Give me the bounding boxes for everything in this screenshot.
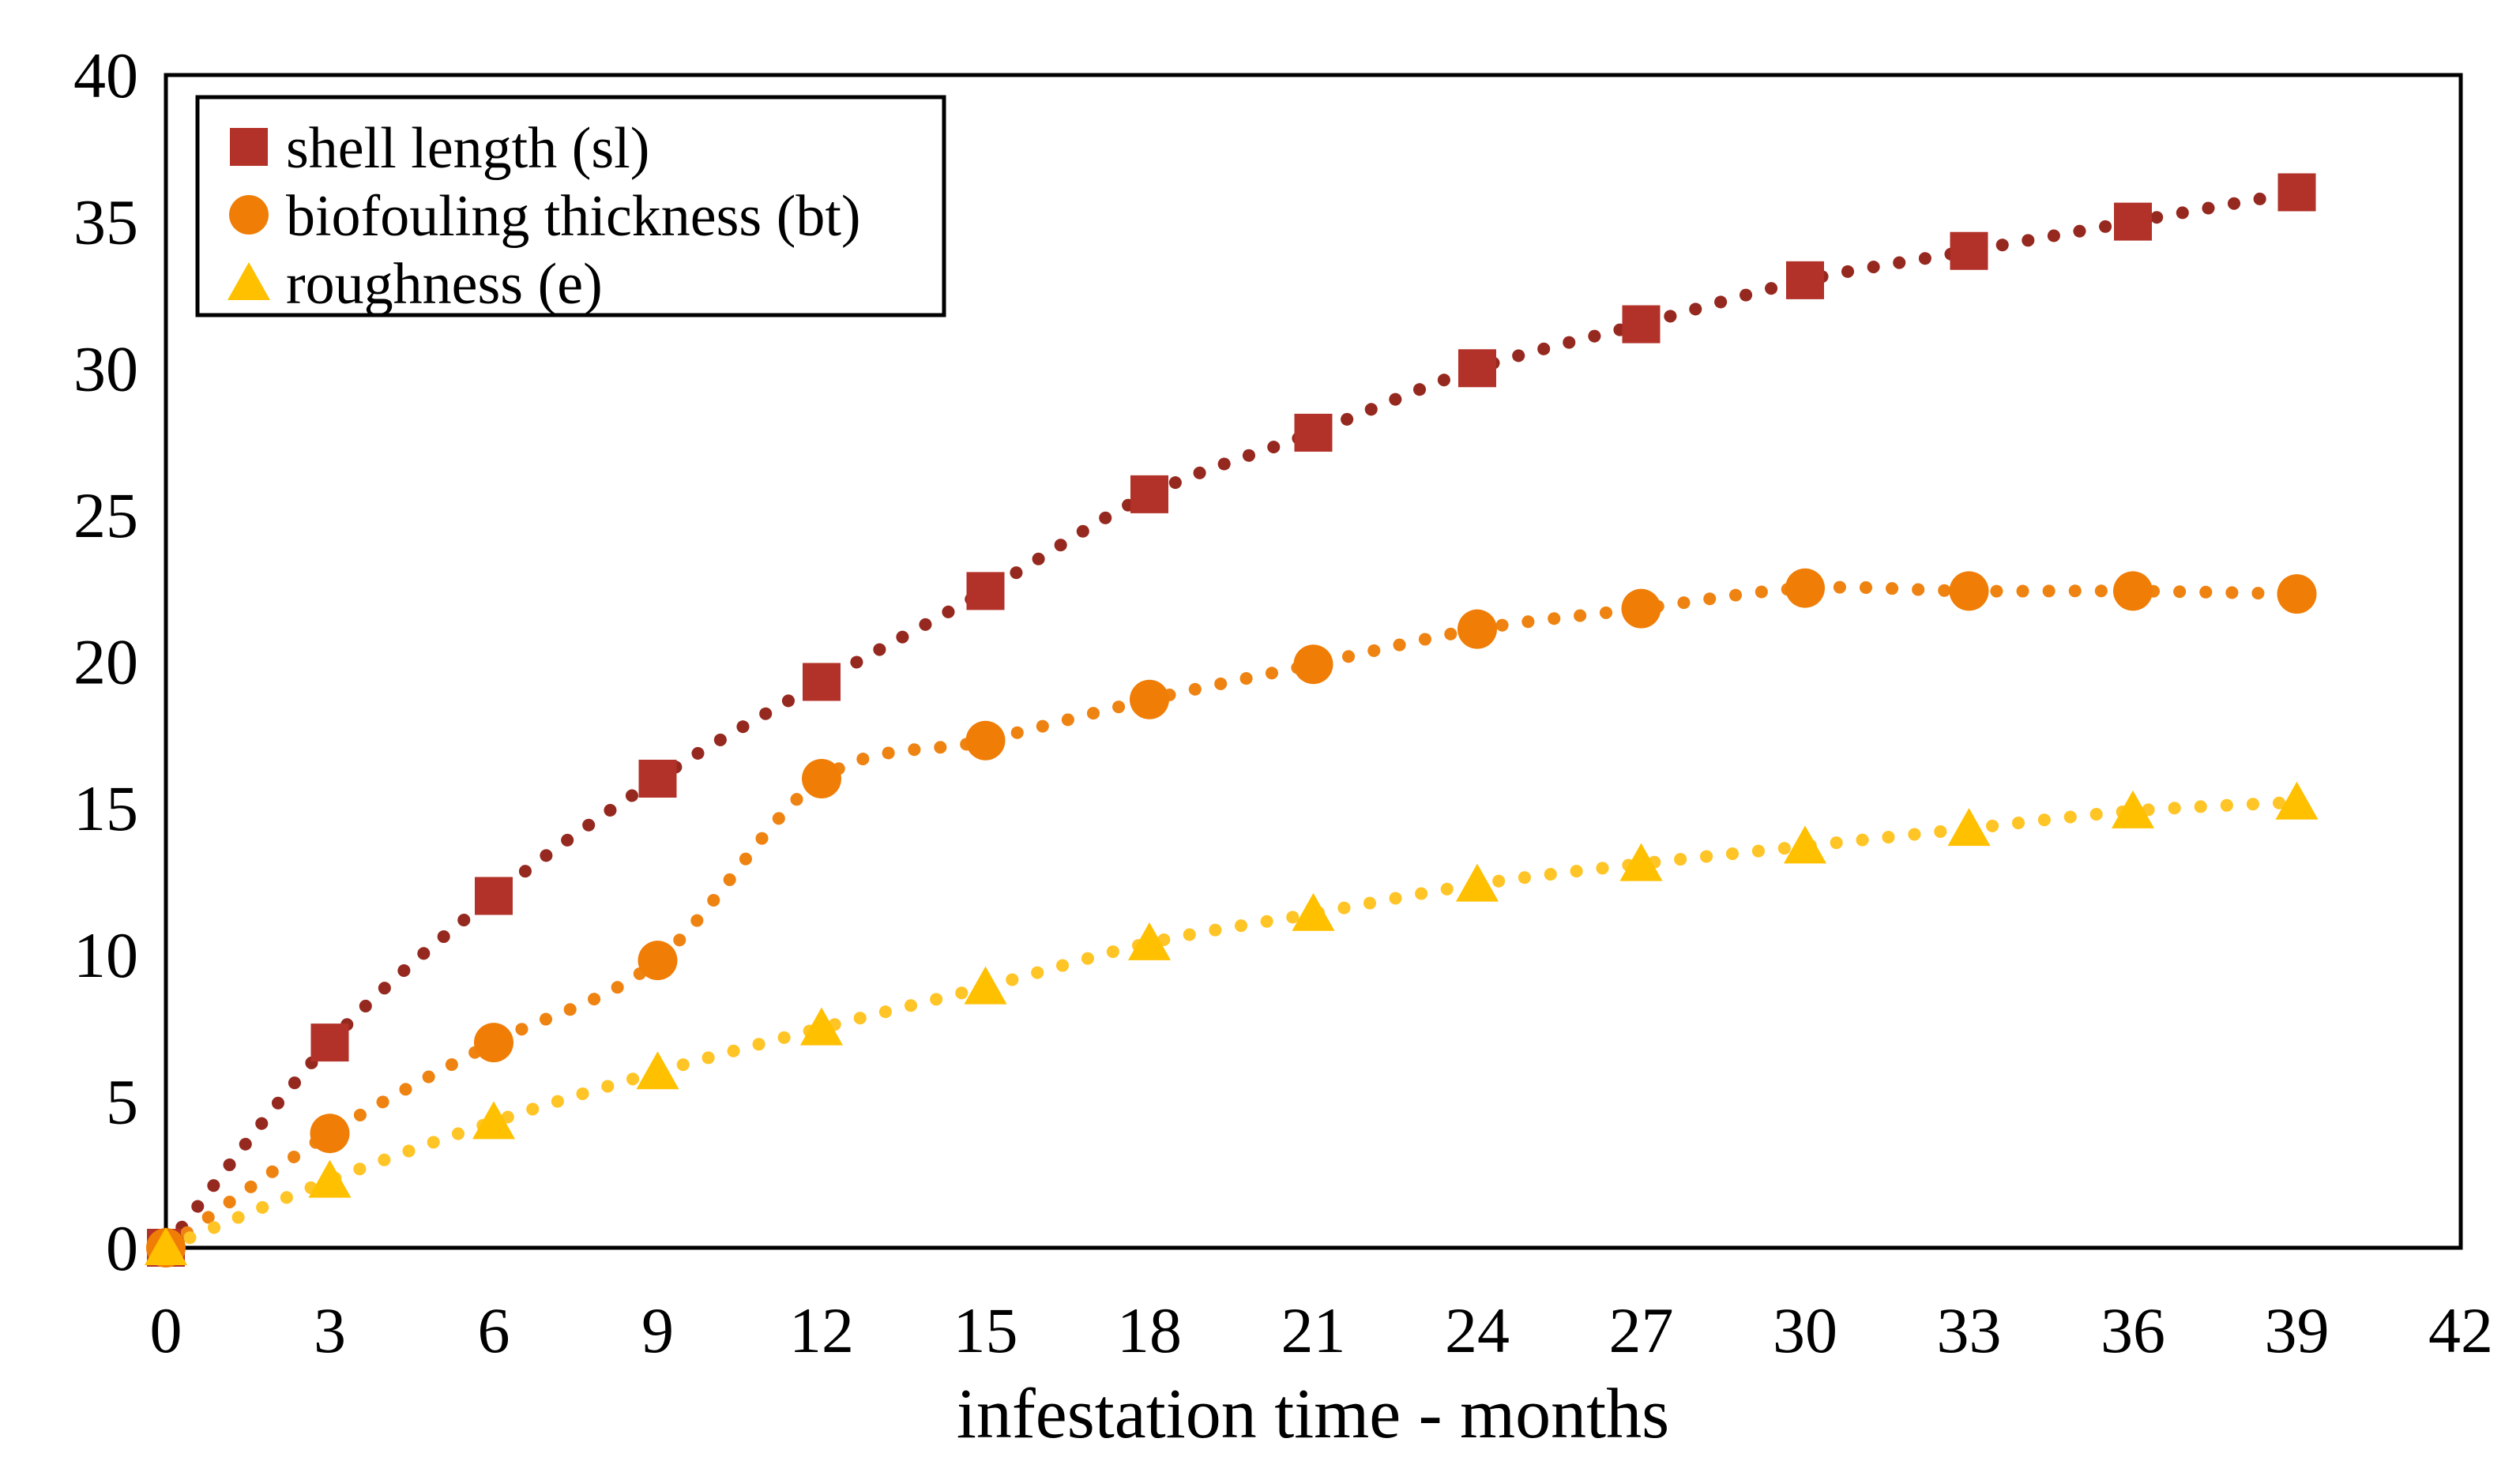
x-tick-label: 21 xyxy=(1281,1294,1346,1366)
data-point-square xyxy=(1622,305,1661,344)
data-point-circle xyxy=(1457,609,1497,649)
y-tick-label: 10 xyxy=(73,919,138,991)
data-point-triangle xyxy=(1784,825,1826,864)
data-point-triangle xyxy=(145,1227,187,1265)
data-point-circle xyxy=(1621,588,1661,629)
legend-item-label: roughness (e) xyxy=(286,252,603,317)
y-tick-label: 25 xyxy=(73,479,138,551)
data-point-square xyxy=(310,1023,349,1062)
legend-box xyxy=(195,95,946,317)
legend-marker-triangle xyxy=(228,262,270,300)
data-point-square xyxy=(966,572,1005,610)
data-point-triangle xyxy=(1619,843,1663,881)
data-point-square xyxy=(2114,202,2152,241)
legend-item: biofouling thickness (bt) xyxy=(229,184,861,249)
x-tick-label: 0 xyxy=(150,1294,182,1366)
trendline-circle xyxy=(160,580,2304,1254)
data-point-triangle xyxy=(2275,781,2319,820)
data-point-square xyxy=(1786,261,1824,299)
x-tick-label: 24 xyxy=(1445,1294,1510,1366)
data-point-triangle xyxy=(2112,790,2154,828)
data-point-triangle xyxy=(800,1007,843,1046)
data-point-circle xyxy=(965,720,1006,761)
legend-item-label: shell length (sl) xyxy=(286,116,649,181)
x-tick-label: 9 xyxy=(641,1294,674,1366)
series-square xyxy=(147,173,2316,1267)
x-tick-label: 3 xyxy=(314,1294,346,1366)
y-tick-label: 20 xyxy=(73,626,138,698)
data-point-triangle xyxy=(964,966,1007,1005)
data-point-circle xyxy=(802,759,841,798)
data-series xyxy=(145,173,2319,1268)
x-tick-label: 18 xyxy=(1117,1294,1182,1366)
data-point-triangle xyxy=(1292,892,1335,931)
data-point-square xyxy=(1950,231,1988,270)
data-point-triangle xyxy=(1128,922,1171,960)
data-point-triangle xyxy=(308,1159,352,1198)
y-tick-label: 15 xyxy=(73,772,138,844)
x-tick-label: 15 xyxy=(953,1294,1018,1366)
x-axis-title: infestation time - months xyxy=(957,1375,1669,1453)
data-point-circle xyxy=(2113,571,2153,611)
legend: shell length (sl)biofouling thickness (b… xyxy=(195,95,946,317)
legend-marker-square xyxy=(230,128,268,166)
data-point-circle xyxy=(2277,574,2317,614)
data-point-square xyxy=(638,760,677,798)
x-tick-label: 42 xyxy=(2428,1294,2493,1366)
data-point-square xyxy=(1294,413,1333,452)
data-point-triangle xyxy=(1947,808,1991,847)
data-point-circle xyxy=(1130,679,1169,719)
data-point-triangle xyxy=(1456,863,1499,902)
x-tick-label: 12 xyxy=(789,1294,854,1366)
x-tick-label: 30 xyxy=(1773,1294,1837,1366)
data-point-square xyxy=(2277,173,2316,212)
data-point-square xyxy=(803,663,841,701)
y-tick-label: 35 xyxy=(73,186,138,258)
x-tick-label: 33 xyxy=(1937,1294,2002,1366)
data-point-circle xyxy=(310,1114,350,1154)
data-point-circle xyxy=(1949,571,1989,611)
y-tick-label: 40 xyxy=(73,39,138,111)
data-point-square xyxy=(475,877,513,915)
legend-item-label: biofouling thickness (bt) xyxy=(286,184,861,249)
data-point-circle xyxy=(1785,568,1825,608)
legend-marker-circle xyxy=(229,195,269,235)
data-point-circle xyxy=(1293,644,1333,685)
x-tick-label: 36 xyxy=(2101,1294,2165,1366)
trendline-triangle xyxy=(160,795,2304,1254)
data-point-triangle xyxy=(472,1101,515,1140)
y-tick-label: 5 xyxy=(106,1065,138,1137)
data-point-square xyxy=(1130,475,1168,513)
y-tick-label: 30 xyxy=(73,332,138,404)
x-tick-label: 39 xyxy=(2265,1294,2330,1366)
y-tick-label: 0 xyxy=(106,1212,138,1284)
data-point-square xyxy=(1458,349,1496,388)
x-tick-label: 27 xyxy=(1609,1294,1674,1366)
x-tick-label: 6 xyxy=(478,1294,510,1366)
series-triangle xyxy=(145,781,2319,1265)
data-point-circle xyxy=(638,941,678,981)
legend-item: shell length (sl) xyxy=(230,116,649,181)
legend-item: roughness (e) xyxy=(228,252,603,317)
data-point-triangle xyxy=(636,1051,679,1090)
series-circle xyxy=(146,568,2317,1268)
data-point-circle xyxy=(474,1023,513,1063)
